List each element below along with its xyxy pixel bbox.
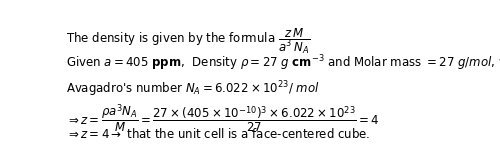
- Text: Given $a = 405$ $\mathbf{ppm}$,  Density $\rho = 27$ $g$ $\mathbf{cm}^{-3}$ and : Given $a = 405$ $\mathbf{ppm}$, Density …: [66, 53, 500, 73]
- Text: The density is given by the formula $\dfrac{z\,M}{a^3\,N_A}$: The density is given by the formula $\df…: [66, 26, 310, 56]
- Text: Avagadro's number $N_A = 6.022 \times 10^{23}$/ $mol$: Avagadro's number $N_A = 6.022 \times 10…: [66, 80, 320, 99]
- Text: $\Rightarrow z = \dfrac{\rho a^3 N_A}{M} = \dfrac{27\times(405\times10^{-10})^3\: $\Rightarrow z = \dfrac{\rho a^3 N_A}{M}…: [66, 103, 380, 135]
- Text: $\Rightarrow z = 4 \rightarrow$ that the unit cell is a face-centered cube.: $\Rightarrow z = 4 \rightarrow$ that the…: [66, 127, 370, 141]
